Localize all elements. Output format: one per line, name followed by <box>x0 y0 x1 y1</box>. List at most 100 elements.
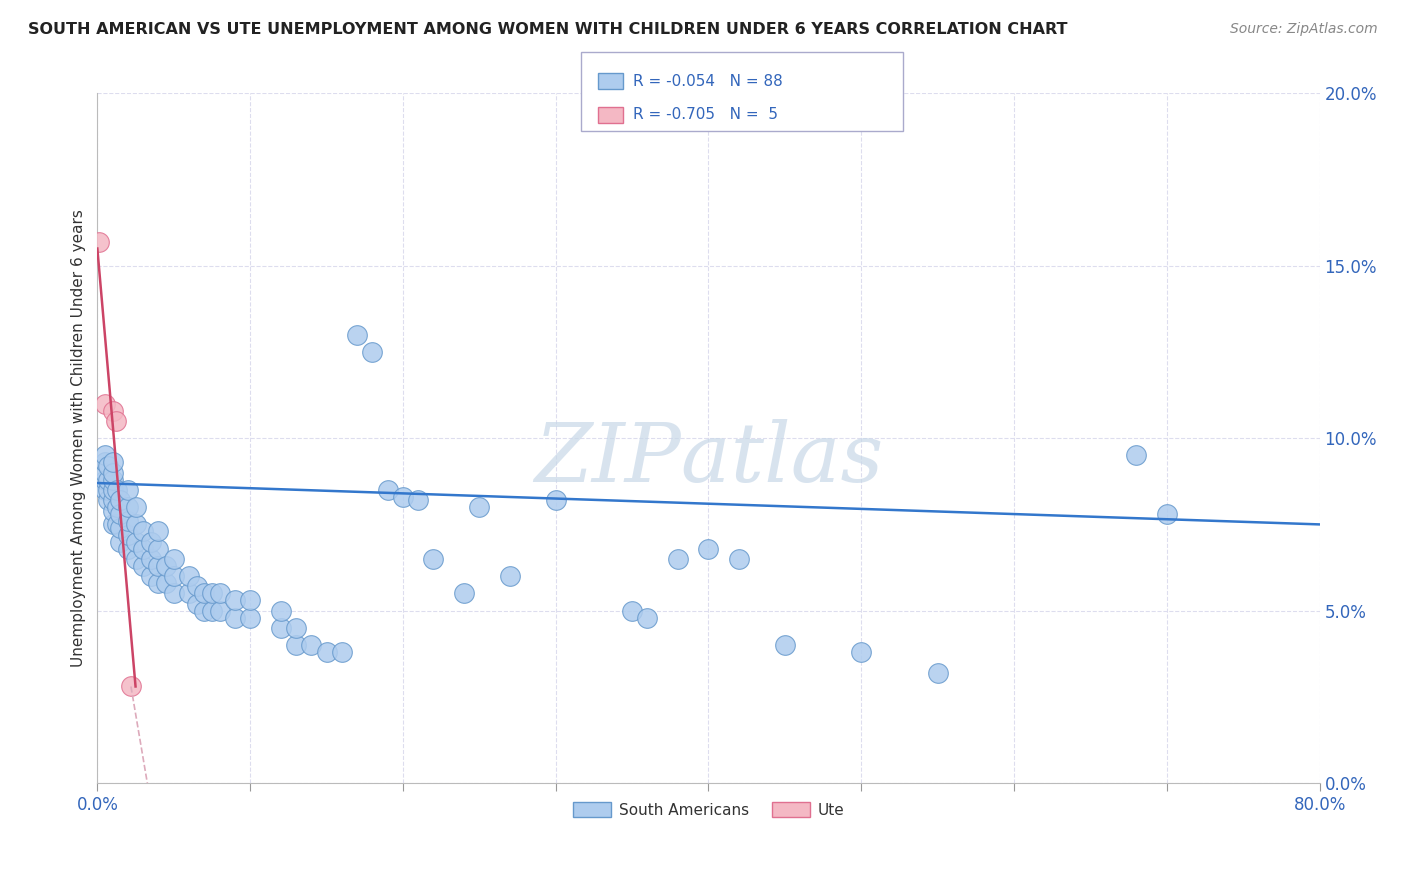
Point <box>117 514 139 528</box>
Point <box>105 500 128 515</box>
Text: Source: ZipAtlas.com: Source: ZipAtlas.com <box>1230 22 1378 37</box>
Point <box>148 524 170 539</box>
Point <box>728 552 751 566</box>
Point <box>544 493 567 508</box>
Point <box>468 500 491 515</box>
Point <box>101 403 124 417</box>
Point <box>453 586 475 600</box>
Y-axis label: Unemployment Among Women with Children Under 6 years: Unemployment Among Women with Children U… <box>72 210 86 667</box>
Point <box>87 235 110 249</box>
Text: R = -0.054   N = 88: R = -0.054 N = 88 <box>633 74 783 89</box>
Point <box>101 517 124 532</box>
Point <box>239 593 262 607</box>
Point <box>124 534 146 549</box>
Point <box>101 473 124 487</box>
Point <box>105 517 128 532</box>
Point <box>105 483 128 497</box>
Point <box>104 414 127 428</box>
Text: SOUTH AMERICAN VS UTE UNEMPLOYMENT AMONG WOMEN WITH CHILDREN UNDER 6 YEARS CORRE: SOUTH AMERICAN VS UTE UNEMPLOYMENT AMONG… <box>28 22 1067 37</box>
Point <box>499 569 522 583</box>
Point <box>177 586 200 600</box>
Point <box>117 483 139 497</box>
Point <box>621 604 644 618</box>
Point <box>110 534 132 549</box>
Point <box>186 597 208 611</box>
Point <box>163 569 186 583</box>
Point <box>94 455 117 469</box>
Legend: South Americans, Ute: South Americans, Ute <box>567 796 851 823</box>
Point <box>101 493 124 508</box>
Point <box>208 586 231 600</box>
Point <box>208 604 231 618</box>
Text: ZIP​atlas: ZIP​atlas <box>534 419 883 499</box>
Point <box>361 345 384 359</box>
Point <box>285 621 308 635</box>
Point <box>177 569 200 583</box>
Point <box>239 610 262 624</box>
Point <box>117 500 139 515</box>
Point <box>270 621 292 635</box>
Point <box>94 397 117 411</box>
Point <box>1125 449 1147 463</box>
Point <box>299 638 322 652</box>
Point <box>193 586 215 600</box>
Point <box>224 610 246 624</box>
Point <box>155 558 177 573</box>
Point <box>94 466 117 480</box>
Point <box>148 576 170 591</box>
Point <box>132 524 155 539</box>
Point <box>163 552 186 566</box>
Point <box>132 558 155 573</box>
Point <box>148 558 170 573</box>
Point <box>132 541 155 556</box>
Point <box>101 455 124 469</box>
Point <box>851 645 873 659</box>
Point <box>155 576 177 591</box>
Point <box>697 541 720 556</box>
Point <box>406 493 429 508</box>
Point <box>110 521 132 535</box>
Point <box>101 466 124 480</box>
Point <box>163 586 186 600</box>
Point <box>101 503 124 517</box>
Point <box>97 493 120 508</box>
Point <box>139 569 162 583</box>
Point <box>224 593 246 607</box>
Point <box>124 500 146 515</box>
Point <box>94 473 117 487</box>
Point <box>201 604 224 618</box>
Point <box>97 483 120 497</box>
Point <box>1156 507 1178 521</box>
Point <box>186 579 208 593</box>
Point <box>666 552 689 566</box>
Point <box>110 493 132 508</box>
Point <box>117 541 139 556</box>
Point <box>315 645 337 659</box>
Text: R = -0.705   N =  5: R = -0.705 N = 5 <box>633 107 778 122</box>
Point <box>139 534 162 549</box>
Point <box>101 483 124 497</box>
Point <box>97 473 120 487</box>
Point <box>636 610 658 624</box>
Point <box>201 586 224 600</box>
Point <box>94 449 117 463</box>
Point <box>193 604 215 618</box>
Point <box>346 327 368 342</box>
Point <box>422 552 444 566</box>
Point <box>120 680 142 694</box>
Point <box>124 552 146 566</box>
Point <box>330 645 353 659</box>
Point <box>117 528 139 542</box>
Point <box>139 552 162 566</box>
Point <box>285 638 308 652</box>
Point <box>377 483 399 497</box>
Point <box>124 517 146 532</box>
Point <box>392 490 415 504</box>
Point <box>110 507 132 521</box>
Point <box>97 458 120 473</box>
Point <box>773 638 796 652</box>
Point <box>270 604 292 618</box>
Point <box>94 483 117 497</box>
Point <box>927 665 949 680</box>
Point <box>148 541 170 556</box>
